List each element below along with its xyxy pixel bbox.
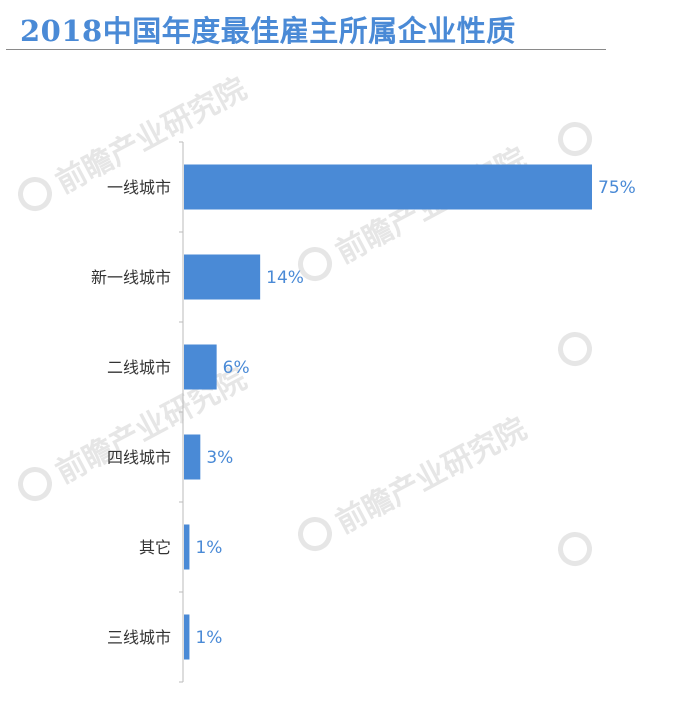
data-label: 14% bbox=[266, 268, 304, 288]
data-label: 3% bbox=[206, 448, 233, 468]
category-label: 新一线城市 bbox=[91, 268, 171, 287]
category-label: 二线城市 bbox=[107, 358, 171, 377]
bar bbox=[184, 434, 201, 480]
category-label: 四线城市 bbox=[107, 448, 171, 467]
bar bbox=[184, 164, 592, 210]
data-label: 1% bbox=[195, 628, 222, 648]
bar bbox=[184, 254, 261, 300]
bar bbox=[184, 524, 190, 570]
chart-title: 2018中国年度最佳雇主所属企业性质 bbox=[20, 14, 516, 48]
title-divider bbox=[6, 49, 606, 50]
category-label: 一线城市 bbox=[107, 178, 171, 197]
category-label: 其它 bbox=[139, 538, 171, 557]
data-label: 75% bbox=[598, 178, 636, 198]
bar bbox=[184, 614, 190, 660]
data-label: 1% bbox=[195, 538, 222, 558]
data-label: 6% bbox=[223, 358, 250, 378]
category-label: 三线城市 bbox=[107, 628, 171, 647]
bar bbox=[184, 344, 217, 390]
